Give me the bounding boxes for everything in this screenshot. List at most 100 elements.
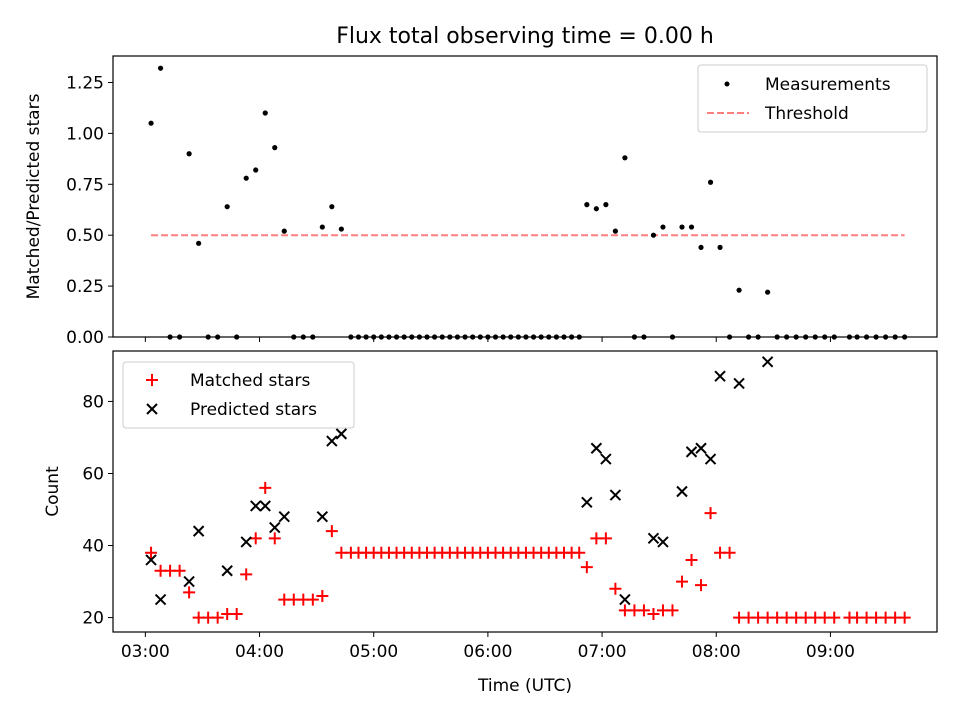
measurement-point xyxy=(281,228,287,234)
measurement-point xyxy=(812,334,818,340)
measurement-point xyxy=(262,110,268,116)
measurement-point xyxy=(177,334,183,340)
bottom-y-tick-label: 40 xyxy=(82,537,104,557)
matched-star-point xyxy=(316,589,329,602)
measurement-point xyxy=(873,334,879,340)
measurement-point xyxy=(291,334,297,340)
measurement-point xyxy=(650,232,657,238)
measurement-point xyxy=(622,155,628,161)
measurement-point xyxy=(148,120,154,126)
bottom-x-axis-label: Time (UTC) xyxy=(477,676,572,696)
measurement-point xyxy=(378,334,384,340)
measurement-point xyxy=(157,65,164,71)
measurement-point xyxy=(603,202,609,208)
measurement-point xyxy=(707,179,714,185)
matched-star-point xyxy=(599,532,612,545)
measurement-point xyxy=(386,334,392,340)
measurement-point xyxy=(272,145,278,151)
x-tick-label: 04:00 xyxy=(235,642,284,662)
measurement-point xyxy=(348,334,354,340)
measurement-point xyxy=(854,334,860,340)
measurement-point xyxy=(736,287,742,293)
top-y-axis-label: Matched/Predicted stars xyxy=(24,93,44,299)
measurement-point xyxy=(462,334,468,340)
legend-threshold-label: Threshold xyxy=(764,104,849,124)
measurement-point xyxy=(793,334,799,340)
measurement-point xyxy=(338,226,344,232)
predicted-star-point xyxy=(609,489,622,501)
measurement-point xyxy=(186,151,192,157)
measurement-point xyxy=(439,334,445,340)
measurement-point xyxy=(774,334,780,340)
predicted-star-point xyxy=(145,554,157,566)
measurement-point xyxy=(432,334,438,340)
bottom-axes-frame xyxy=(112,350,938,633)
predicted-star-point xyxy=(600,453,612,465)
measurement-point xyxy=(669,334,676,340)
measurement-point xyxy=(561,334,567,340)
measurement-point xyxy=(416,334,422,340)
matched-star-point xyxy=(828,611,841,624)
measurement-point xyxy=(746,334,752,340)
measurement-point xyxy=(409,334,415,340)
measurement-point xyxy=(243,175,249,181)
top-y-tick-label: 0.00 xyxy=(66,328,104,348)
matched-star-point xyxy=(685,553,698,566)
predicted-star-point xyxy=(278,511,290,523)
predicted-star-point xyxy=(647,532,660,545)
measurement-point xyxy=(612,228,618,234)
predicted-star-point xyxy=(335,428,348,440)
measurement-point xyxy=(500,334,506,340)
measurement-point xyxy=(584,202,590,208)
measurement-point xyxy=(196,240,202,246)
predicted-star-point xyxy=(326,435,338,447)
matched-star-point xyxy=(695,579,708,592)
measurement-point xyxy=(470,334,476,340)
measurement-point xyxy=(717,244,723,251)
bottom-y-ticks: 20 40 60 80 xyxy=(82,392,113,629)
predicted-star-point xyxy=(761,356,774,368)
top-plot-area: 0.00 0.25 0.50 0.75 1.00 1.25 xyxy=(66,55,938,348)
bottom-legend: Matched stars Predicted stars xyxy=(122,361,355,429)
measurement-point xyxy=(822,334,828,340)
matched-star-point xyxy=(647,607,660,620)
top-y-tick-label: 1.00 xyxy=(66,124,104,144)
legend-predicted-label: Predicted stars xyxy=(190,400,317,420)
matched-star-point xyxy=(675,575,688,588)
measurement-point xyxy=(508,334,514,340)
bottom-x-ticks: 03:00 04:00 05:00 06:00 07:00 08:00 09:00 xyxy=(121,632,855,662)
bottom-y-tick-label: 80 xyxy=(82,392,104,412)
matched-star-point xyxy=(240,568,253,581)
measurement-point xyxy=(477,334,483,340)
predicted-star-point xyxy=(154,593,167,606)
matched-star-point xyxy=(580,561,593,574)
measurement-point xyxy=(205,334,211,340)
predicted-star-point xyxy=(590,442,603,454)
x-tick-label: 07:00 xyxy=(578,642,627,662)
predicted-star-point xyxy=(733,377,745,390)
predicted-star-point xyxy=(269,521,281,534)
measurement-point xyxy=(902,334,908,340)
measurement-point xyxy=(355,334,362,340)
predicted-star-point xyxy=(316,511,329,523)
measurement-point xyxy=(515,334,521,340)
legend-measurements-label: Measurements xyxy=(765,75,891,95)
measurement-point xyxy=(393,334,400,340)
predicted-star-point xyxy=(695,442,707,454)
measurement-point xyxy=(863,334,870,340)
predicted-stars-layer xyxy=(145,356,774,606)
legend-matched-label: Matched stars xyxy=(190,371,310,391)
matched-star-point xyxy=(259,481,272,494)
predicted-star-point xyxy=(685,446,698,458)
top-legend: Measurements Threshold xyxy=(697,64,928,133)
measurement-point xyxy=(319,224,325,230)
measurement-point xyxy=(593,206,599,212)
measurement-point xyxy=(641,334,647,340)
measurement-point xyxy=(167,334,173,340)
measurement-point xyxy=(538,334,544,340)
top-legend-frame xyxy=(697,64,928,133)
measurement-point xyxy=(371,334,377,340)
predicted-star-point xyxy=(657,536,669,548)
measurement-point xyxy=(523,334,529,340)
measurement-point xyxy=(569,334,575,340)
